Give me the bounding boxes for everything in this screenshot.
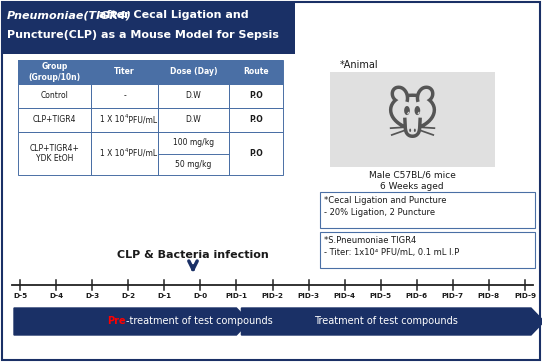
- Text: P.O: P.O: [249, 115, 263, 125]
- Text: D-5: D-5: [13, 293, 27, 299]
- Bar: [320, 232, 535, 268]
- Bar: [91, 60, 158, 84]
- Bar: [2, 2, 295, 54]
- Text: PFU/mL: PFU/mL: [126, 149, 157, 158]
- Text: PID-4: PID-4: [334, 293, 356, 299]
- Bar: [18, 60, 91, 84]
- Bar: [229, 132, 283, 175]
- Text: PID-3: PID-3: [298, 293, 320, 299]
- Text: 100 mg/kg: 100 mg/kg: [173, 138, 214, 147]
- Bar: [91, 108, 158, 132]
- Text: D.W: D.W: [186, 115, 202, 125]
- Bar: [320, 192, 535, 228]
- Text: PID-9: PID-9: [514, 293, 536, 299]
- Text: Puncture(CLP) as a Mouse Model for Sepsis: Puncture(CLP) as a Mouse Model for Sepsi…: [7, 30, 279, 40]
- Text: Pre: Pre: [108, 316, 126, 327]
- FancyArrow shape: [241, 308, 542, 335]
- Text: -treatment of test compounds: -treatment of test compounds: [126, 316, 273, 327]
- Bar: [18, 108, 91, 132]
- Text: P.O: P.O: [249, 92, 263, 101]
- Text: PID-8: PID-8: [478, 293, 500, 299]
- Text: *Animal: *Animal: [340, 60, 379, 70]
- Text: Male C57BL/6 mice
6 Weeks aged: Male C57BL/6 mice 6 Weeks aged: [369, 170, 455, 191]
- Text: D-2: D-2: [121, 293, 136, 299]
- Text: PID-7: PID-7: [442, 293, 464, 299]
- Text: 1 X 10: 1 X 10: [100, 115, 125, 125]
- Text: 🐭: 🐭: [384, 93, 440, 145]
- Bar: [158, 60, 229, 84]
- Text: *Cecal Ligation and Puncture
- 20% Ligation, 2 Puncture: *Cecal Ligation and Puncture - 20% Ligat…: [324, 196, 447, 217]
- Text: after Cecal Ligation and: after Cecal Ligation and: [95, 10, 249, 20]
- Bar: [229, 60, 283, 84]
- Text: 4: 4: [125, 148, 128, 153]
- Bar: [91, 84, 158, 108]
- Bar: [330, 72, 495, 167]
- Text: Titer: Titer: [114, 67, 135, 76]
- Text: CLP+TIGR4+
YDK EtOH: CLP+TIGR4+ YDK EtOH: [29, 144, 79, 163]
- Text: 50 mg/kg: 50 mg/kg: [176, 160, 212, 169]
- Text: *S.Pneumoniae TIGR4
- Titer: 1x10⁴ PFU/mL, 0.1 mL I.P: *S.Pneumoniae TIGR4 - Titer: 1x10⁴ PFU/m…: [324, 236, 459, 257]
- Text: D-1: D-1: [157, 293, 171, 299]
- Bar: [229, 108, 283, 132]
- Text: P.O: P.O: [249, 149, 263, 158]
- Text: CLP & Bacteria infection: CLP & Bacteria infection: [117, 250, 269, 260]
- Text: Route: Route: [243, 67, 269, 76]
- Bar: [18, 60, 283, 84]
- Bar: [158, 108, 229, 132]
- Text: PID-2: PID-2: [261, 293, 283, 299]
- Bar: [18, 84, 91, 108]
- Bar: [91, 132, 158, 175]
- Bar: [229, 84, 283, 108]
- Text: Control: Control: [41, 92, 68, 101]
- Text: 1 X 10: 1 X 10: [100, 149, 125, 158]
- Text: 4: 4: [125, 114, 128, 119]
- Text: Group
(Group/10n): Group (Group/10n): [28, 62, 81, 82]
- Text: PID-5: PID-5: [370, 293, 392, 299]
- Text: D-4: D-4: [49, 293, 63, 299]
- Text: Pneumoniae(TIGR4): Pneumoniae(TIGR4): [7, 10, 132, 20]
- Bar: [158, 132, 229, 175]
- Text: D-3: D-3: [85, 293, 99, 299]
- Text: Treatment of test compounds: Treatment of test compounds: [314, 316, 457, 327]
- Text: D.W: D.W: [186, 92, 202, 101]
- FancyArrow shape: [14, 308, 249, 335]
- Text: PID-1: PID-1: [225, 293, 248, 299]
- Bar: [158, 84, 229, 108]
- Text: PFU/mL: PFU/mL: [126, 115, 157, 125]
- Text: -: -: [123, 92, 126, 101]
- Bar: [18, 132, 91, 175]
- Text: Dose (Day): Dose (Day): [170, 67, 217, 76]
- Text: PID-6: PID-6: [406, 293, 428, 299]
- Text: CLP+TIGR4: CLP+TIGR4: [33, 115, 76, 125]
- Text: D-0: D-0: [193, 293, 208, 299]
